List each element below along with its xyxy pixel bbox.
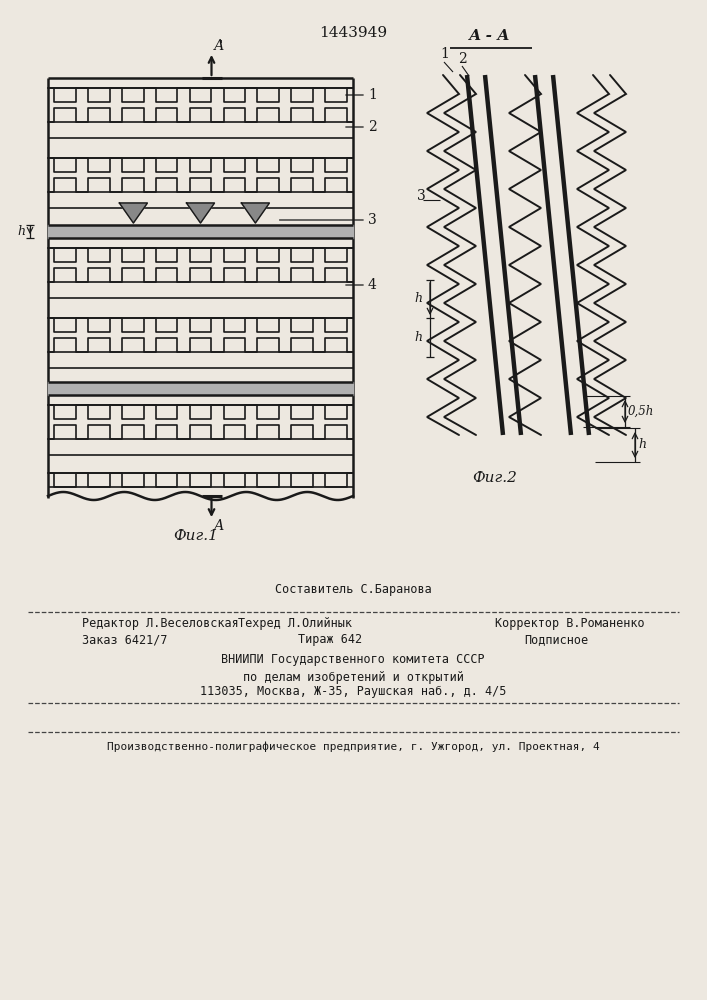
Text: 4: 4 [368, 278, 377, 292]
Polygon shape [187, 203, 214, 223]
Text: ВНИИПИ Государственного комитета СССР: ВНИИПИ Государственного комитета СССР [221, 654, 485, 666]
Text: h: h [638, 438, 646, 452]
Text: 1: 1 [440, 47, 449, 61]
Text: h: h [414, 292, 422, 306]
Text: Тираж 642: Тираж 642 [298, 634, 362, 647]
Text: А - А: А - А [469, 29, 511, 43]
Polygon shape [119, 203, 147, 223]
Text: по делам изобретений и открытий: по делам изобретений и открытий [243, 670, 463, 684]
Text: Редактор Л.Веселовская: Редактор Л.Веселовская [82, 617, 239, 631]
Text: h: h [17, 225, 25, 238]
Text: 3: 3 [368, 213, 377, 227]
Text: Корректор В.Романенко: Корректор В.Романенко [495, 617, 645, 631]
Text: 2: 2 [458, 52, 467, 66]
Text: 1: 1 [368, 88, 377, 102]
Text: Техред Л.Олийнык: Техред Л.Олийнык [238, 617, 352, 631]
Text: Подписное: Подписное [524, 634, 588, 647]
Text: 3: 3 [417, 189, 426, 203]
Text: 1443949: 1443949 [319, 26, 387, 40]
Text: h: h [414, 331, 422, 344]
Text: Фиг.1: Фиг.1 [173, 529, 218, 543]
Text: Заказ 6421/7: Заказ 6421/7 [82, 634, 168, 647]
Text: Производственно-полиграфическое предприятие, г. Ужгород, ул. Проектная, 4: Производственно-полиграфическое предприя… [107, 742, 600, 752]
Text: 113035, Москва, Ж-35, Раушская наб., д. 4/5: 113035, Москва, Ж-35, Раушская наб., д. … [200, 686, 506, 698]
Text: 0,5h: 0,5h [628, 405, 655, 418]
Text: А: А [214, 519, 224, 533]
Text: ': ' [219, 40, 223, 50]
Text: А: А [214, 39, 224, 53]
Text: Фиг.2: Фиг.2 [472, 471, 518, 485]
Text: Составитель С.Баранова: Составитель С.Баранова [274, 584, 431, 596]
Polygon shape [241, 203, 269, 223]
Text: 2: 2 [368, 120, 377, 134]
